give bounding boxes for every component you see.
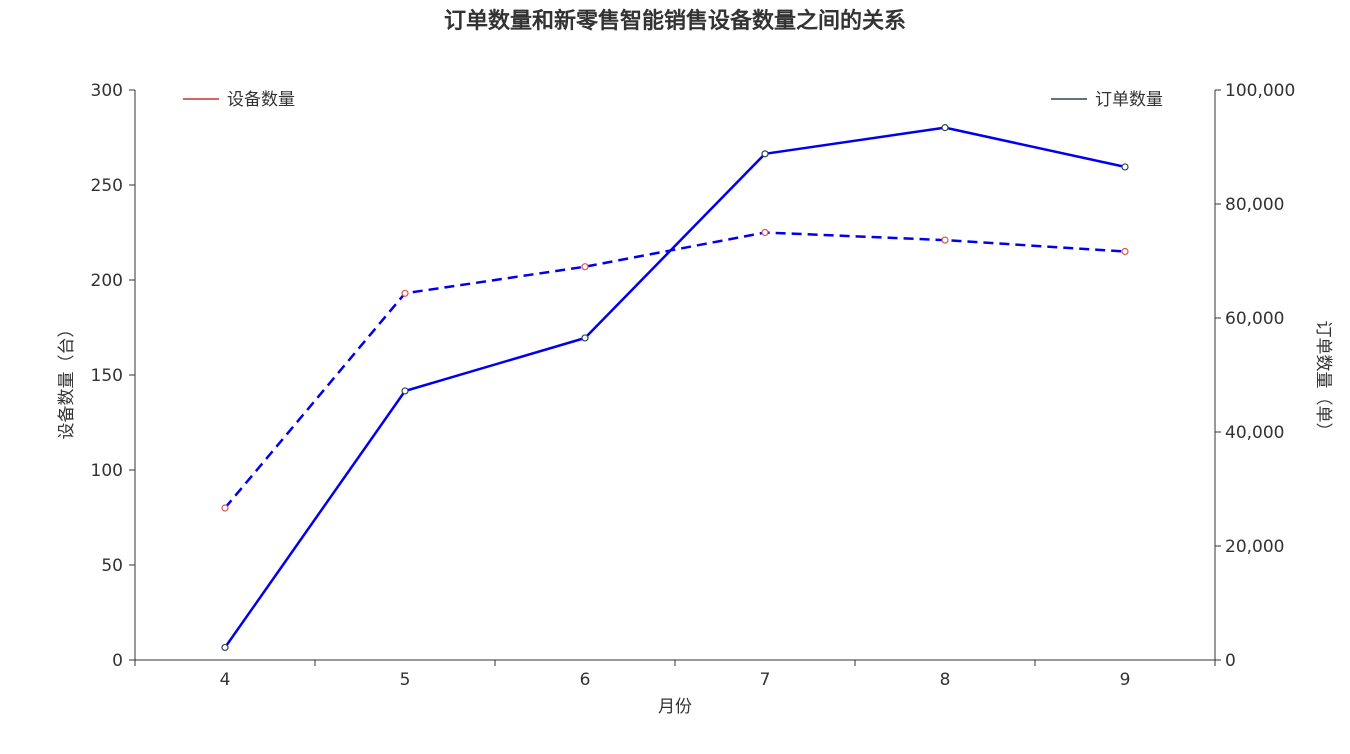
x-tick-label: 4: [220, 670, 231, 690]
series-device: [221, 228, 1129, 512]
y-left-tick-label: 150: [91, 366, 123, 386]
y-right-tick-label: 80,000: [1225, 195, 1284, 215]
y-axis-left-label: 设备数量（台）: [57, 321, 77, 440]
y-left-tick-label: 300: [91, 81, 123, 101]
legend-device-label: 设备数量: [227, 90, 295, 110]
series-orders-point: [581, 334, 589, 342]
series-device-line: [224, 231, 1126, 509]
y-axis-right-label: 订单数量（单）: [1313, 321, 1333, 440]
y-right-tick-label: 20,000: [1225, 537, 1284, 557]
y-left-tick-label: 50: [101, 556, 123, 576]
y-right-tick-label: 40,000: [1225, 423, 1284, 443]
y-left-tick-label: 200: [91, 271, 123, 291]
legend-device[interactable]: 设备数量: [183, 90, 295, 110]
series-orders-point: [221, 643, 229, 652]
x-tick-label: 5: [400, 670, 411, 690]
chart-title: 订单数量和新零售智能销售设备数量之间的关系: [444, 8, 906, 34]
series-orders-point: [941, 124, 949, 132]
series-device-point: [581, 263, 589, 271]
x-tick-label: 8: [940, 670, 951, 690]
series-device-point: [1121, 247, 1129, 256]
axes-group: 4 5 6 7 8 9 0 50 100 150 200 250 300 0 20,000 40,000 60,…: [91, 81, 1296, 690]
series-device-point: [761, 228, 769, 237]
series-device-point: [401, 289, 409, 297]
y-right-tick-label: 60,000: [1225, 309, 1284, 329]
series-orders-line: [223, 126, 1126, 649]
series-orders-point: [761, 150, 769, 158]
y-left-tick-label: 100: [91, 461, 123, 481]
legend-orders[interactable]: 订单数量: [1051, 90, 1163, 110]
series-group: [221, 124, 1129, 652]
x-tick-label: 9: [1120, 670, 1131, 690]
series-orders-point: [1121, 163, 1129, 171]
y-right-tick-label: 0: [1225, 651, 1236, 671]
y-right-tick-label: 100,000: [1225, 81, 1295, 101]
series-orders-point: [401, 387, 409, 395]
x-axis-label: 月份: [658, 697, 692, 717]
y-left-tick-label: 0: [112, 651, 123, 671]
series-device-point: [941, 236, 949, 244]
y-left-tick-label: 250: [91, 176, 123, 196]
series-orders: [221, 124, 1129, 652]
x-tick-label: 7: [760, 670, 771, 690]
x-tick-label: 6: [580, 670, 591, 690]
series-device-point: [221, 504, 229, 512]
legend-orders-label: 订单数量: [1095, 90, 1163, 110]
